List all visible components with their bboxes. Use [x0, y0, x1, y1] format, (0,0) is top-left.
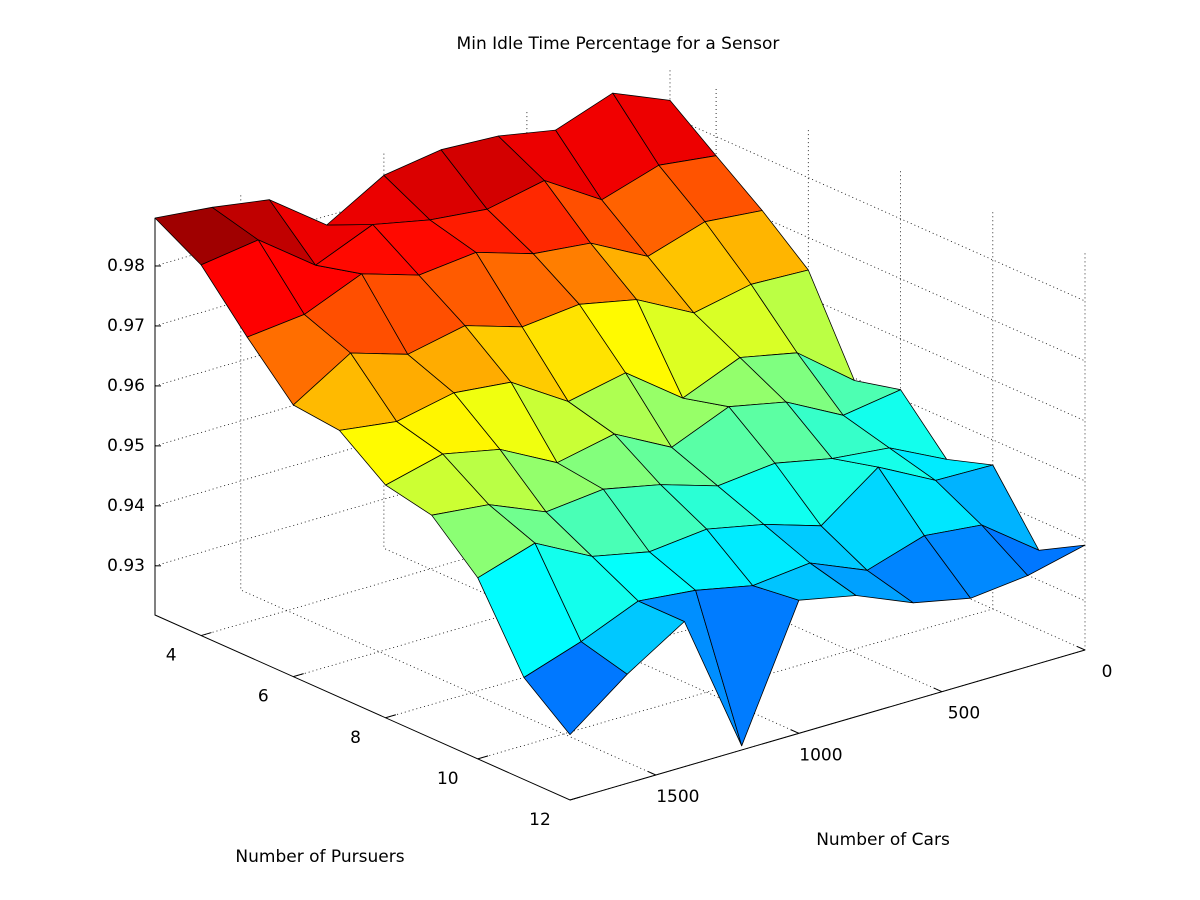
x-tick	[790, 729, 800, 734]
z-tick-label: 0.98	[107, 256, 145, 276]
z-tick-label: 0.97	[107, 316, 145, 336]
x-tick	[647, 770, 657, 776]
y-tick-label: 10	[437, 769, 459, 789]
x-tick-label: 0	[1102, 662, 1113, 682]
y-tick	[477, 755, 489, 760]
y-tick-label: 6	[258, 687, 269, 707]
z-tick-label: 0.94	[107, 496, 145, 516]
z-tick-label: 0.96	[107, 376, 145, 396]
y-tick-label: 8	[350, 728, 361, 748]
surface-layer	[154, 92, 1086, 747]
x-tick-label: 500	[948, 704, 980, 724]
x-axis-label: Number of Cars	[816, 830, 950, 850]
x-tick-label: 1000	[799, 745, 842, 765]
y-tick-label: 12	[529, 810, 551, 830]
surface-face	[981, 524, 1086, 576]
axis-layer: 0.93 0.94 0.95 0.96 0.97 0.98 4 6 8 10 12 0 500 1000 1…	[107, 218, 1112, 830]
z-tick-label: 0.93	[107, 556, 145, 576]
x-tick-label: 1500	[656, 787, 699, 807]
z-tick-label: 0.95	[107, 436, 145, 456]
y-tick-label: 4	[166, 646, 177, 666]
axis-edge	[154, 218, 1086, 801]
x-tick	[933, 687, 943, 693]
x-tick	[1076, 645, 1086, 651]
chart-title: Min Idle Time Percentage for a Sensor	[457, 34, 780, 54]
y-tick	[293, 673, 304, 678]
y-tick	[385, 714, 396, 719]
y-axis-label: Number of Pursuers	[235, 847, 404, 867]
y-tick	[200, 632, 212, 637]
